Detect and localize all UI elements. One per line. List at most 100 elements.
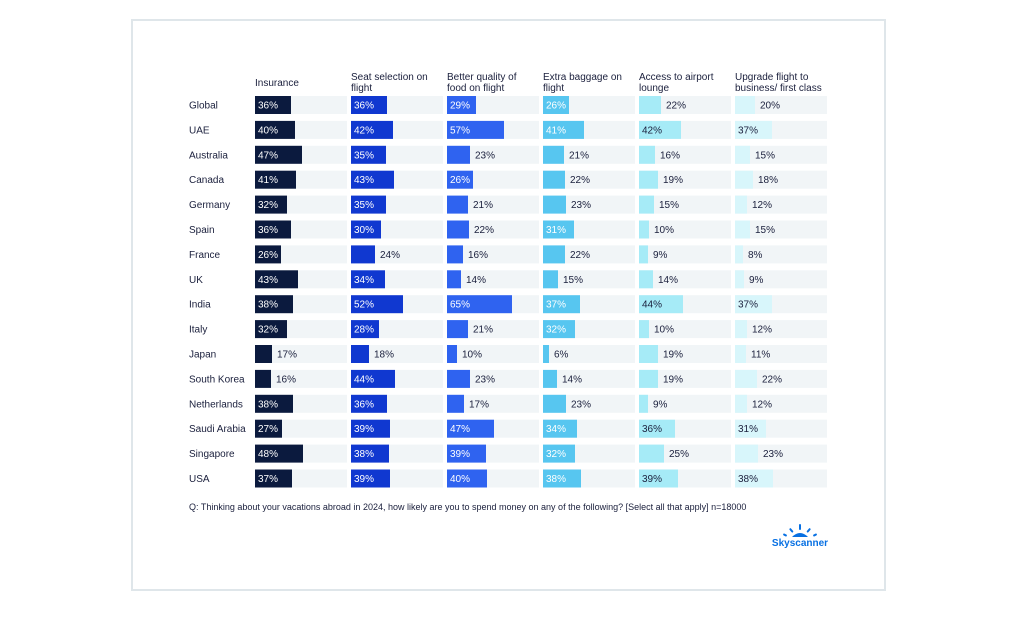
bar (735, 245, 743, 264)
cell-background (447, 270, 539, 289)
cell-background (735, 170, 827, 189)
data-label: 16% (276, 374, 296, 385)
data-label: 32% (258, 200, 278, 211)
bar (351, 469, 390, 488)
cell-background (447, 245, 539, 264)
data-label: 65% (450, 300, 470, 311)
bar (735, 195, 747, 214)
data-label: 12% (752, 325, 772, 336)
data-label: 23% (475, 150, 495, 161)
data-label: 39% (450, 449, 470, 460)
data-label: 16% (468, 250, 488, 261)
footnote: Q: Thinking about your vacations abroad … (189, 502, 747, 512)
bar (543, 419, 577, 438)
bar (543, 245, 565, 264)
cell-background (735, 195, 827, 214)
cell-background (639, 96, 731, 114)
data-label: 43% (354, 175, 374, 186)
data-label: 38% (546, 474, 566, 485)
bar (639, 195, 654, 214)
column-header: Insurance (255, 78, 299, 89)
bar (447, 295, 512, 314)
country-label: Singapore (189, 449, 235, 460)
bar (351, 120, 393, 139)
data-label: 28% (354, 325, 374, 336)
bar (735, 96, 755, 114)
column-header: Upgrade flight to (735, 72, 809, 83)
data-label: 23% (475, 374, 495, 385)
bar (351, 419, 390, 438)
cell-background (543, 345, 635, 363)
cell-background (639, 245, 731, 264)
data-label: 12% (752, 399, 772, 410)
column-header: Extra baggage on (543, 72, 622, 83)
bar (543, 394, 566, 413)
bar (351, 345, 369, 363)
column-header: flight (543, 83, 564, 94)
data-label: 9% (749, 275, 764, 286)
data-label: 10% (654, 225, 674, 236)
column-header: lounge (639, 83, 669, 94)
data-label: 21% (473, 200, 493, 211)
bar (543, 444, 575, 463)
country-label: France (189, 250, 221, 261)
cell-background (639, 320, 731, 339)
cell-background (447, 220, 539, 239)
column-header: flight (351, 83, 372, 94)
bar (735, 220, 750, 239)
country-label: USA (189, 474, 210, 485)
bar (255, 96, 291, 114)
data-label: 44% (354, 374, 374, 385)
country-label: Germany (189, 200, 230, 211)
data-label: 14% (658, 275, 678, 286)
bar (447, 195, 468, 214)
bar (543, 96, 569, 114)
data-label: 16% (660, 150, 680, 161)
sunrise-icon (783, 524, 817, 537)
bar (735, 145, 750, 164)
data-label: 19% (663, 350, 683, 361)
cell-background (735, 369, 827, 388)
cell-background (255, 369, 347, 388)
bar (735, 444, 758, 463)
bar (639, 345, 658, 363)
bar (351, 320, 379, 339)
bar (639, 245, 648, 264)
bar (447, 469, 487, 488)
bar (351, 369, 395, 388)
bar (447, 170, 473, 189)
skyscanner-logo: Skyscanner (770, 522, 830, 552)
cell-background (543, 369, 635, 388)
country-label: UAE (189, 125, 210, 136)
bar (255, 220, 291, 239)
data-label: 36% (258, 101, 278, 112)
bar (351, 245, 375, 264)
bar (735, 345, 746, 363)
bar (735, 369, 757, 388)
bar (447, 419, 494, 438)
bar (639, 270, 653, 289)
data-label: 21% (473, 325, 493, 336)
data-label: 52% (354, 300, 374, 311)
data-label: 40% (258, 125, 278, 136)
bar (447, 444, 486, 463)
data-label: 41% (546, 125, 566, 136)
cell-background (447, 394, 539, 413)
bar (255, 469, 292, 488)
data-label: 19% (663, 374, 683, 385)
data-label: 36% (258, 225, 278, 236)
data-label: 43% (258, 275, 278, 286)
data-label: 25% (669, 449, 689, 460)
data-label: 14% (466, 275, 486, 286)
data-label: 22% (570, 250, 590, 261)
data-label: 26% (450, 175, 470, 186)
data-label: 15% (755, 150, 775, 161)
cell-background (735, 145, 827, 164)
country-label: UK (189, 275, 203, 286)
data-label: 37% (258, 474, 278, 485)
bar (255, 295, 293, 314)
bar (351, 220, 381, 239)
data-label: 22% (666, 101, 686, 112)
data-label: 22% (570, 175, 590, 186)
country-label: Canada (189, 175, 224, 186)
